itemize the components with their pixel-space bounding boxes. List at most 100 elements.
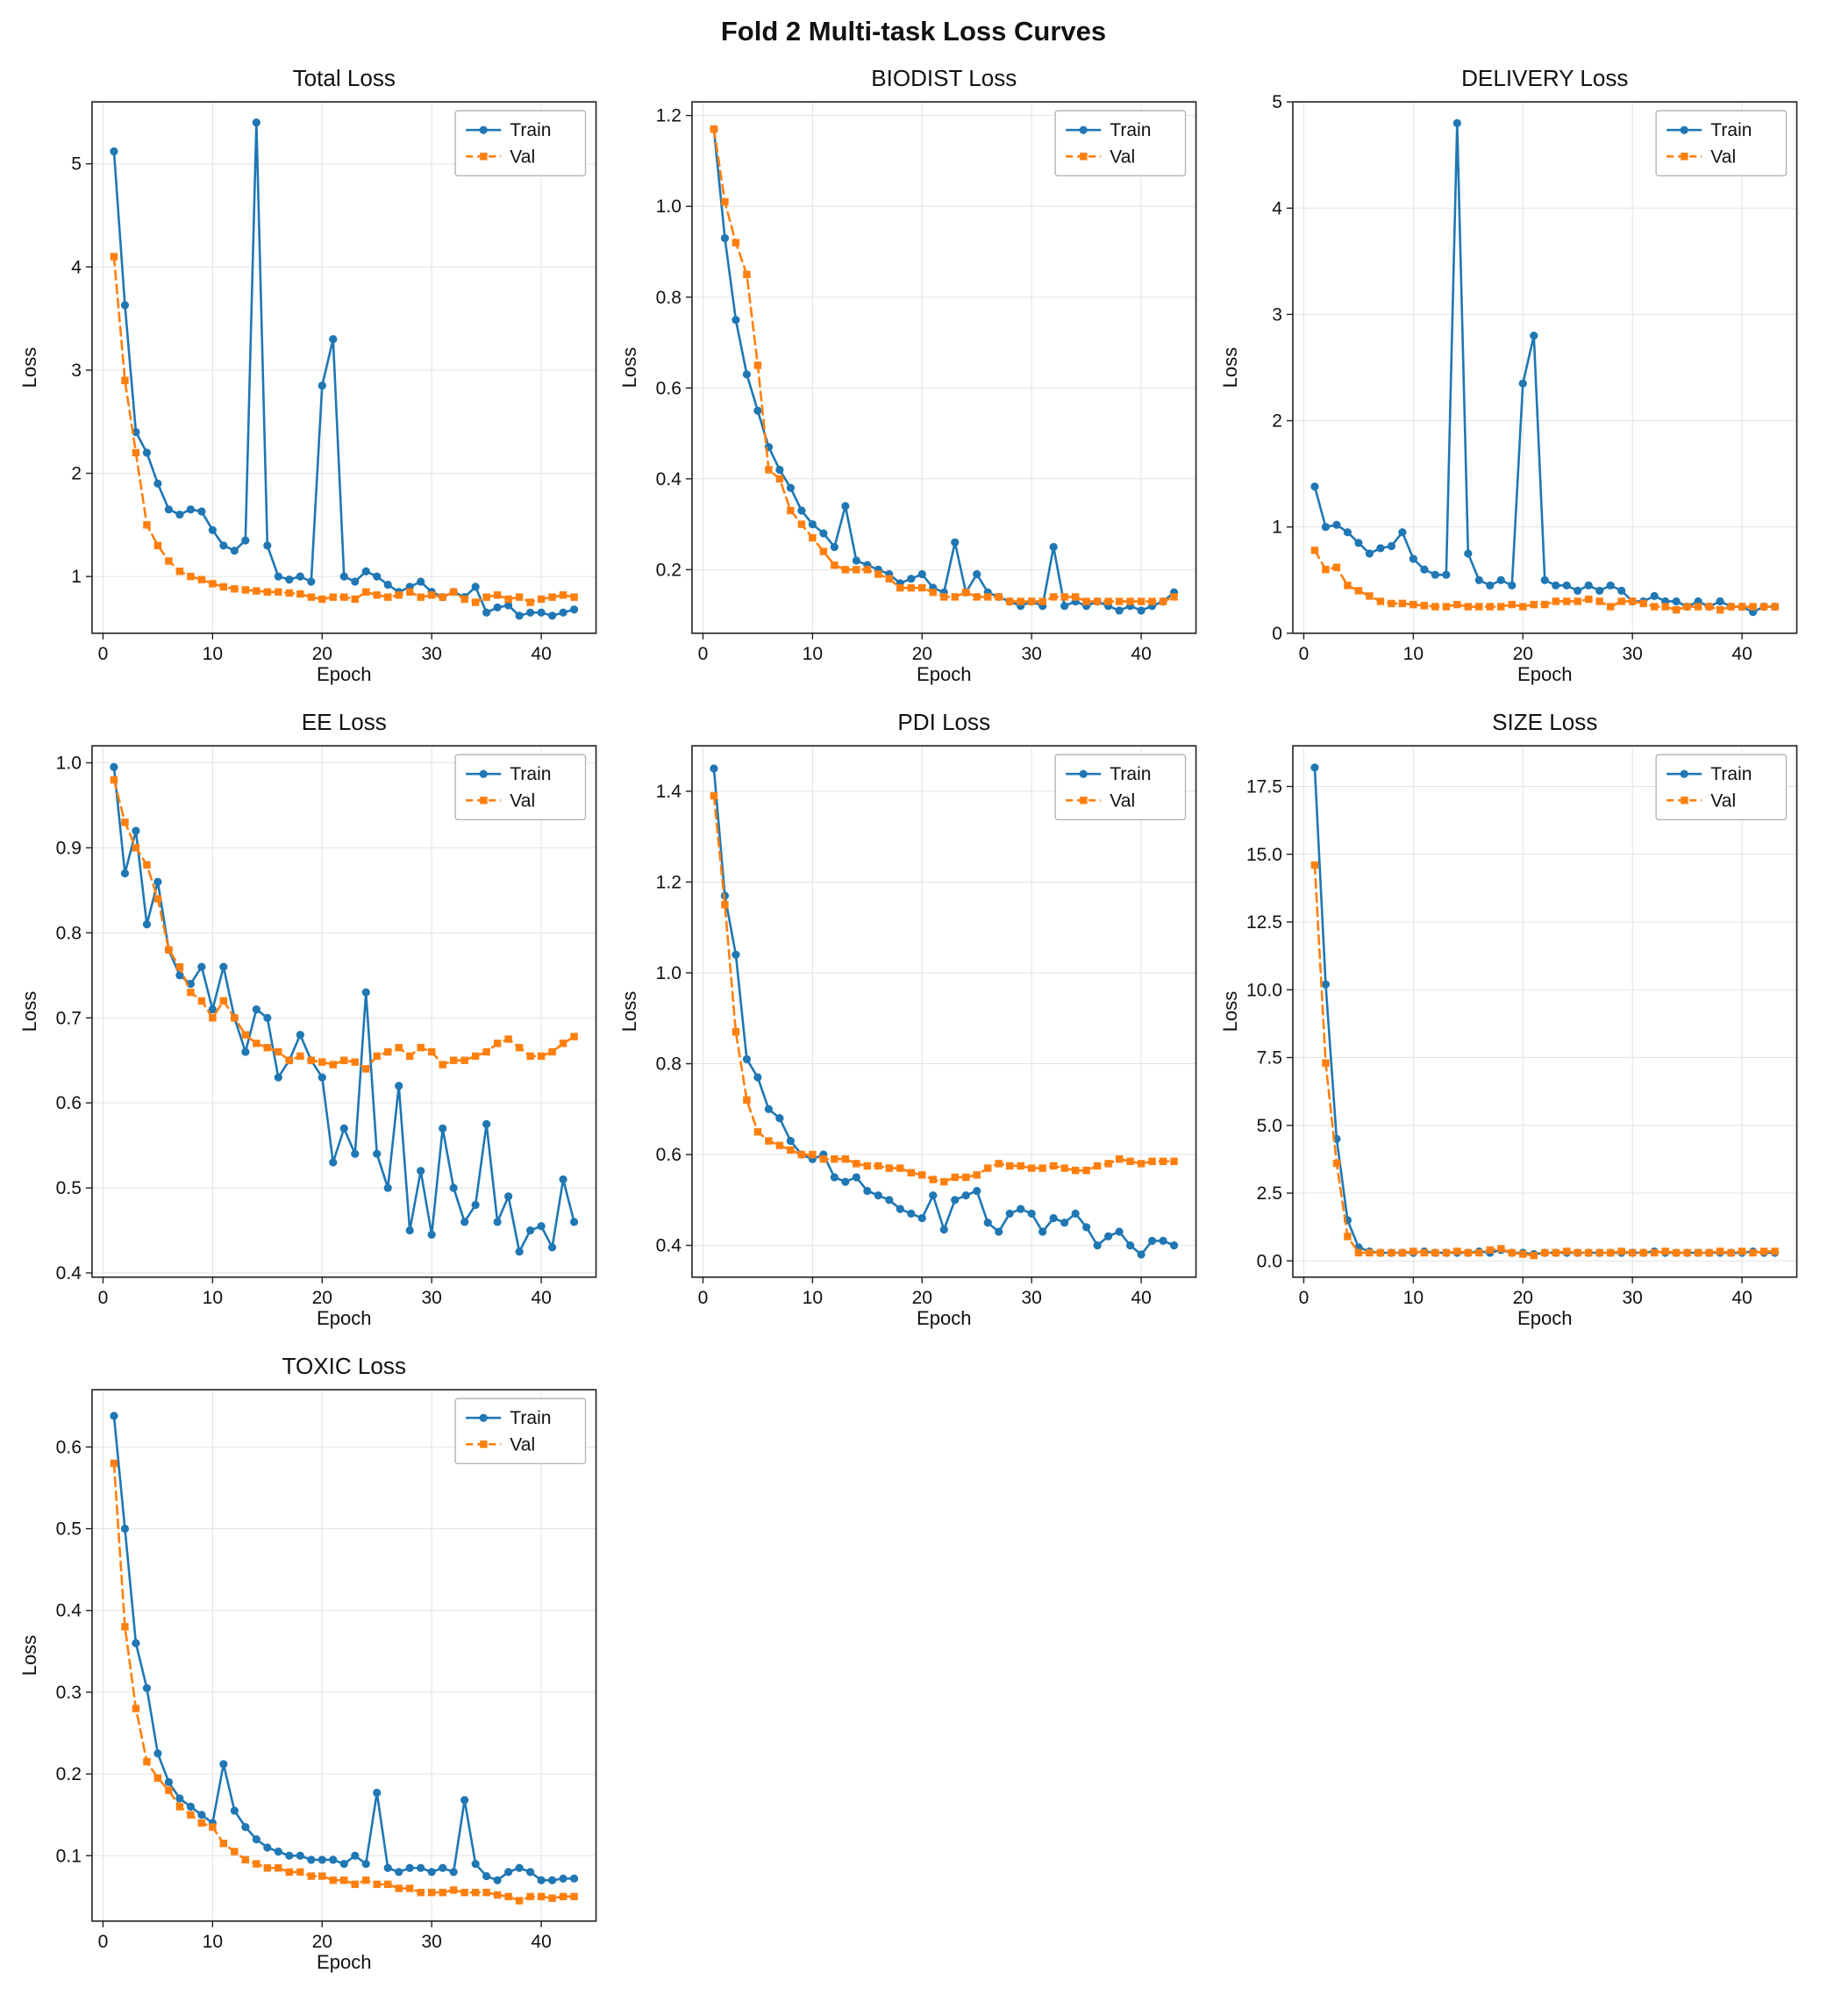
train-series bbox=[110, 1412, 579, 1884]
svg-text:1: 1 bbox=[1272, 518, 1282, 538]
legend-label: Val bbox=[510, 790, 535, 811]
svg-text:0: 0 bbox=[698, 1288, 709, 1308]
svg-text:0.4: 0.4 bbox=[656, 1236, 682, 1256]
svg-text:0.4: 0.4 bbox=[56, 1263, 82, 1283]
legend-label: Val bbox=[1710, 790, 1736, 811]
svg-text:1.0: 1.0 bbox=[656, 197, 682, 217]
svg-text:0: 0 bbox=[98, 644, 109, 664]
chart-title: TOXIC Loss bbox=[282, 1353, 406, 1379]
chart-ee-loss: 0 10 20 30 40 0.4 0.5 0.6 0.7 0.8 0.9 1.0 EE Loss Epo… bbox=[16, 704, 610, 1335]
svg-text:0.6: 0.6 bbox=[656, 378, 682, 398]
chart-delivery-loss: 0 10 20 30 40 0 1 2 3 4 5 DELIVERY Loss Epoch Loss Tra… bbox=[1217, 60, 1811, 691]
x-axis-label: Epoch bbox=[1517, 1307, 1573, 1329]
chart-toxic-loss: 0 10 20 30 40 0.1 0.2 0.3 0.4 0.5 0.6 TOXIC Loss Epo… bbox=[16, 1348, 610, 1979]
x-axis-label: Epoch bbox=[317, 663, 372, 685]
y-axis: 0.1 0.2 0.3 0.4 0.5 0.6 bbox=[56, 1437, 92, 1866]
legend-label: Val bbox=[1110, 147, 1136, 167]
legend: Train Val bbox=[454, 1398, 587, 1465]
svg-text:0.6: 0.6 bbox=[656, 1145, 682, 1165]
svg-text:10: 10 bbox=[803, 1288, 823, 1308]
legend-label: Val bbox=[510, 147, 535, 167]
svg-text:0.6: 0.6 bbox=[56, 1093, 82, 1113]
legend: Train Val bbox=[1054, 754, 1187, 821]
svg-text:10: 10 bbox=[1402, 1288, 1423, 1308]
train-series bbox=[110, 118, 579, 620]
svg-text:2: 2 bbox=[71, 464, 82, 484]
train-series bbox=[1310, 763, 1779, 1259]
chart-title: PDI Loss bbox=[898, 709, 991, 735]
svg-text:5: 5 bbox=[1272, 92, 1282, 112]
svg-text:10: 10 bbox=[803, 644, 823, 664]
svg-text:0: 0 bbox=[98, 1288, 109, 1308]
x-axis-label: Epoch bbox=[317, 1307, 372, 1329]
legend-label: Val bbox=[510, 1434, 535, 1455]
svg-text:5: 5 bbox=[71, 154, 82, 175]
chart-title: DELIVERY Loss bbox=[1461, 65, 1628, 91]
svg-text:0.2: 0.2 bbox=[656, 560, 682, 580]
val-series bbox=[710, 791, 1179, 1186]
val-series bbox=[1310, 861, 1779, 1260]
legend-label: Val bbox=[1110, 790, 1136, 811]
y-axis: 0.4 0.5 0.6 0.7 0.8 0.9 1.0 bbox=[56, 754, 92, 1283]
grid-lines bbox=[692, 746, 1196, 1277]
train-series bbox=[110, 762, 579, 1256]
svg-text:4: 4 bbox=[71, 257, 82, 277]
chart-svg: 0 10 20 30 40 0 1 2 3 4 5 DELIVERY Loss Epoch Loss Tra… bbox=[1218, 65, 1798, 685]
svg-text:40: 40 bbox=[531, 1288, 551, 1308]
svg-text:0: 0 bbox=[1298, 644, 1309, 664]
svg-text:40: 40 bbox=[531, 1932, 551, 1952]
x-axis: 0 10 20 30 40 bbox=[698, 633, 1152, 664]
y-axis: 0.4 0.6 0.8 1.0 1.2 1.4 bbox=[656, 782, 693, 1256]
y-axis: 0 1 2 3 4 5 bbox=[1272, 92, 1293, 644]
svg-text:30: 30 bbox=[421, 644, 441, 664]
legend: Train Val bbox=[1655, 754, 1787, 821]
y-axis-label: Loss bbox=[618, 991, 640, 1033]
chart-svg: 0 10 20 30 40 0.4 0.6 0.8 1.0 1.2 1.4 PDI Loss Epoch… bbox=[618, 709, 1197, 1329]
svg-text:0: 0 bbox=[1298, 1288, 1309, 1308]
grid-lines bbox=[692, 102, 1196, 633]
legend-label: Train bbox=[1110, 120, 1152, 140]
x-axis: 0 10 20 30 40 bbox=[1298, 1276, 1752, 1308]
chart-title: BIODIST Loss bbox=[872, 65, 1017, 91]
svg-text:20: 20 bbox=[312, 1932, 332, 1952]
svg-text:17.5: 17.5 bbox=[1246, 777, 1282, 797]
x-axis-label: Epoch bbox=[1517, 663, 1573, 685]
val-series bbox=[110, 1459, 578, 1905]
x-axis: 0 10 20 30 40 bbox=[98, 1276, 552, 1308]
grid-lines bbox=[1292, 746, 1797, 1277]
legend-label: Train bbox=[1110, 764, 1152, 784]
plot-border bbox=[691, 745, 1197, 1278]
legend: Train Val bbox=[1054, 110, 1187, 177]
svg-text:0: 0 bbox=[98, 1932, 109, 1952]
svg-text:0: 0 bbox=[1272, 624, 1282, 644]
legend-label: Train bbox=[510, 1408, 551, 1428]
svg-text:4: 4 bbox=[1272, 198, 1282, 218]
svg-text:1.2: 1.2 bbox=[656, 872, 682, 892]
svg-text:20: 20 bbox=[912, 644, 932, 664]
chart-svg: 0 10 20 30 40 0.2 0.4 0.6 0.8 1.0 1.2 BIODIST Loss E… bbox=[618, 65, 1197, 685]
y-axis-label: Loss bbox=[18, 1635, 40, 1676]
svg-text:20: 20 bbox=[312, 644, 332, 664]
svg-text:10: 10 bbox=[203, 644, 223, 664]
svg-text:1.0: 1.0 bbox=[56, 754, 82, 774]
svg-text:0.4: 0.4 bbox=[656, 469, 682, 490]
plot-border bbox=[1291, 101, 1798, 634]
chart-title: EE Loss bbox=[302, 709, 387, 735]
svg-text:20: 20 bbox=[1512, 1288, 1532, 1308]
svg-text:10: 10 bbox=[203, 1932, 223, 1952]
svg-text:10.0: 10.0 bbox=[1246, 980, 1282, 1000]
x-axis-label: Epoch bbox=[917, 663, 972, 685]
svg-text:0.4: 0.4 bbox=[56, 1601, 82, 1621]
svg-text:20: 20 bbox=[1512, 644, 1532, 664]
y-axis-label: Loss bbox=[1218, 347, 1240, 389]
x-axis: 0 10 20 30 40 bbox=[98, 1920, 552, 1952]
svg-text:30: 30 bbox=[1022, 1288, 1042, 1308]
svg-text:15.0: 15.0 bbox=[1246, 845, 1282, 865]
svg-text:30: 30 bbox=[1622, 1288, 1642, 1308]
y-axis: 0.2 0.4 0.6 0.8 1.0 1.2 bbox=[656, 106, 693, 580]
figure-title: Fold 2 Multi-task Loss Curves bbox=[720, 16, 1107, 46]
y-axis-label: Loss bbox=[618, 347, 640, 389]
svg-text:2: 2 bbox=[1272, 411, 1282, 432]
x-axis-label: Epoch bbox=[317, 1951, 372, 1973]
